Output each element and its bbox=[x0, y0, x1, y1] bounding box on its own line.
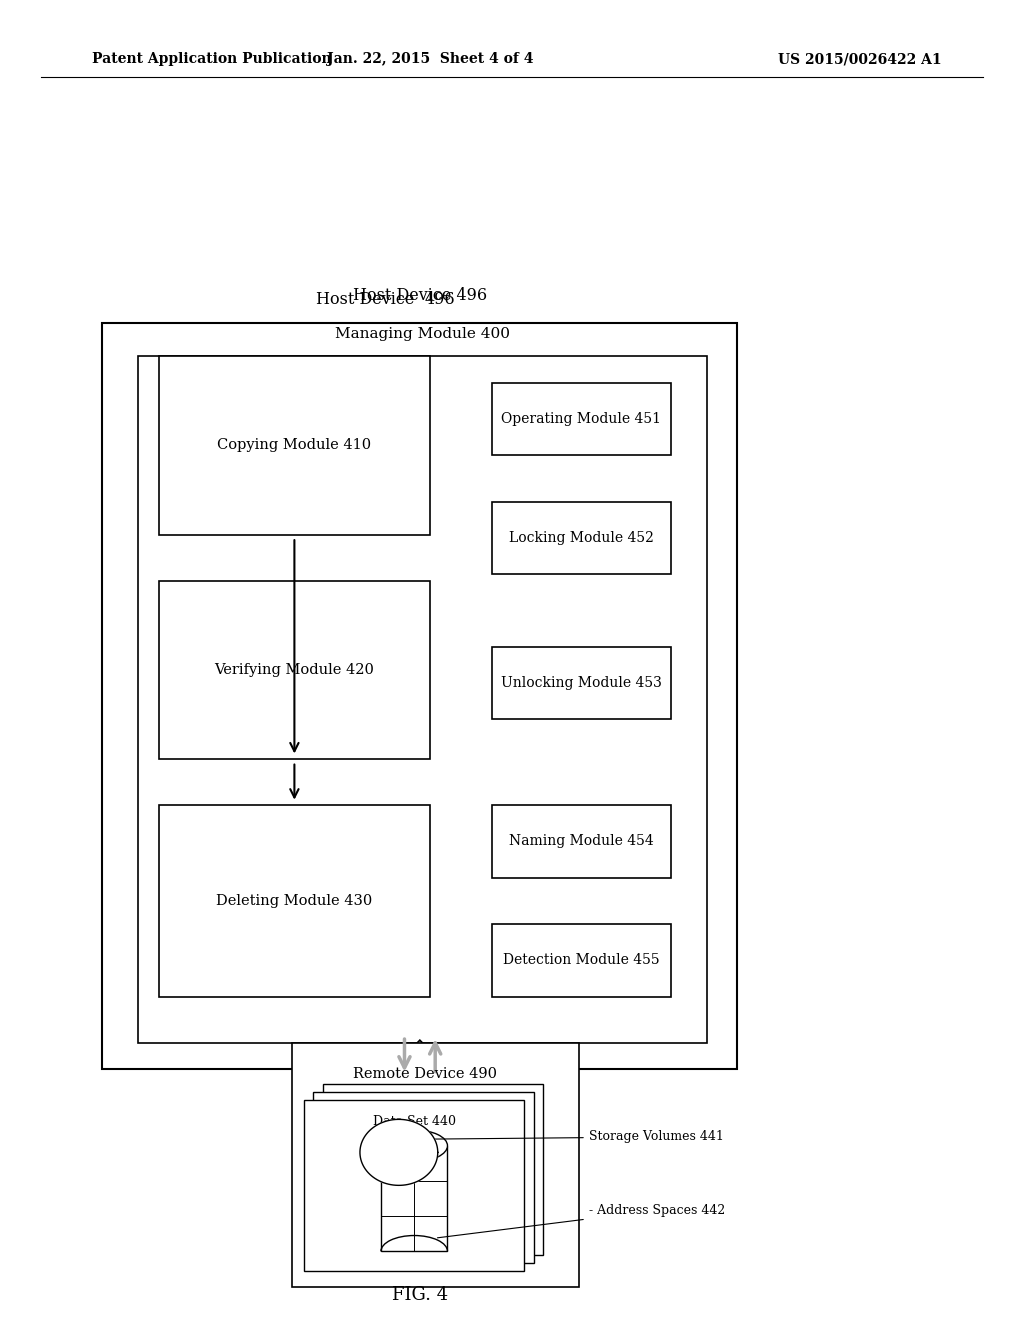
Text: Copying Module 410: Copying Module 410 bbox=[217, 438, 372, 453]
Polygon shape bbox=[360, 1119, 437, 1185]
Text: FIG. 4: FIG. 4 bbox=[392, 1286, 447, 1304]
Text: Naming Module 454: Naming Module 454 bbox=[509, 834, 653, 849]
FancyBboxPatch shape bbox=[304, 1100, 524, 1271]
Text: Deleting Module 430: Deleting Module 430 bbox=[216, 894, 373, 908]
Text: Remote Device 490: Remote Device 490 bbox=[353, 1067, 497, 1081]
Text: Locking Module 452: Locking Module 452 bbox=[509, 531, 653, 545]
Text: Operating Module 451: Operating Module 451 bbox=[501, 412, 662, 426]
FancyBboxPatch shape bbox=[492, 502, 671, 574]
Text: Host Device: Host Device bbox=[316, 290, 420, 308]
Text: Patent Application Publication: Patent Application Publication bbox=[92, 53, 332, 66]
FancyBboxPatch shape bbox=[159, 805, 430, 997]
Text: 496: 496 bbox=[425, 290, 456, 308]
Text: Jan. 22, 2015  Sheet 4 of 4: Jan. 22, 2015 Sheet 4 of 4 bbox=[327, 53, 534, 66]
FancyBboxPatch shape bbox=[292, 1043, 579, 1287]
Polygon shape bbox=[394, 1040, 445, 1072]
FancyBboxPatch shape bbox=[492, 805, 671, 878]
Text: Host Device 496: Host Device 496 bbox=[353, 286, 486, 304]
FancyBboxPatch shape bbox=[492, 647, 671, 719]
Text: Detection Module 455: Detection Module 455 bbox=[503, 953, 659, 968]
FancyBboxPatch shape bbox=[381, 1146, 447, 1251]
Text: Storage Volumes 441: Storage Volumes 441 bbox=[427, 1130, 724, 1143]
FancyBboxPatch shape bbox=[313, 1092, 534, 1263]
Text: US 2015/0026422 A1: US 2015/0026422 A1 bbox=[778, 53, 942, 66]
Text: - Address Spaces 442: - Address Spaces 442 bbox=[437, 1204, 725, 1238]
Text: Verifying Module 420: Verifying Module 420 bbox=[214, 663, 375, 677]
FancyBboxPatch shape bbox=[138, 356, 707, 1043]
FancyBboxPatch shape bbox=[159, 356, 430, 535]
FancyBboxPatch shape bbox=[323, 1084, 543, 1255]
Ellipse shape bbox=[381, 1130, 447, 1162]
Text: Unlocking Module 453: Unlocking Module 453 bbox=[501, 676, 662, 690]
Text: Data Set 440: Data Set 440 bbox=[373, 1115, 456, 1129]
FancyBboxPatch shape bbox=[492, 924, 671, 997]
FancyBboxPatch shape bbox=[159, 581, 430, 759]
Text: Managing Module 400: Managing Module 400 bbox=[335, 326, 510, 341]
FancyBboxPatch shape bbox=[102, 323, 737, 1069]
FancyBboxPatch shape bbox=[492, 383, 671, 455]
